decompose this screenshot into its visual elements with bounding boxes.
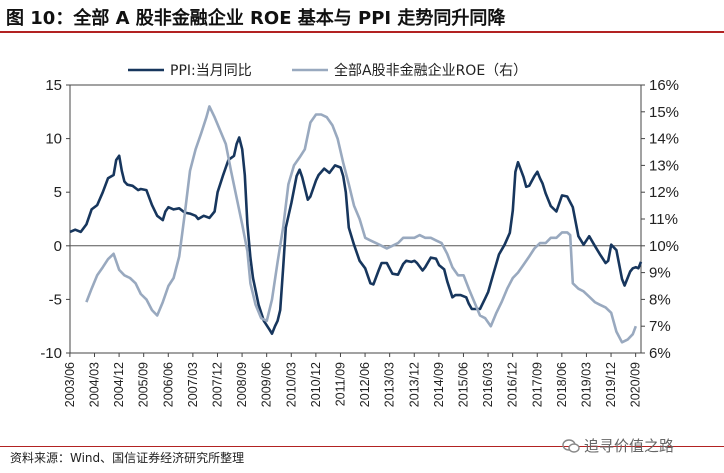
legend-label-2: 全部A股非金融企业ROE（右） — [334, 62, 527, 79]
x-tick-label: 2018/06 — [555, 362, 569, 407]
x-tick-label: 2004/12 — [112, 362, 126, 407]
right-tick-label: 14% — [649, 131, 679, 148]
right-tick-label: 11% — [649, 211, 678, 228]
title-divider — [0, 31, 724, 33]
right-tick-label: 13% — [649, 157, 679, 174]
right-tick-label: 16% — [649, 77, 679, 94]
x-tick-label: 2008/09 — [235, 362, 249, 407]
right-tick-label: 7% — [649, 318, 671, 335]
x-tick-label: 2011/09 — [333, 362, 347, 406]
left-tick-label: 15 — [45, 77, 62, 94]
ppi-line — [69, 136, 643, 335]
x-tick-label: 2009/06 — [260, 362, 274, 407]
right-tick-label: 8% — [649, 291, 671, 308]
x-tick-label: 2019/12 — [604, 362, 618, 407]
x-tick-label: 2007/12 — [210, 362, 224, 407]
chart-title: 图 10：全部 A 股非金融企业 ROE 基本与 PPI 走势同升同降 — [6, 8, 506, 29]
x-tick-label: 2010/12 — [309, 362, 323, 407]
watermark-text: 追寻价值之路 — [584, 437, 675, 455]
right-tick-label: 6% — [649, 345, 671, 362]
watermark: 追寻价值之路 — [562, 435, 674, 456]
left-tick-label: -5 — [49, 291, 62, 308]
right-tick-label: 15% — [649, 104, 679, 121]
left-tick-label: 5 — [54, 184, 62, 201]
left-tick-label: 0 — [54, 238, 62, 255]
left-tick-label: 10 — [45, 131, 62, 148]
x-tick-label: 2016/12 — [506, 362, 520, 407]
x-tick-label: 2007/03 — [186, 362, 200, 407]
x-tick-label: 2016/03 — [481, 362, 495, 407]
x-tick-label: 2019/03 — [579, 362, 593, 407]
x-tick-label: 2015/06 — [456, 362, 470, 407]
x-tick-label: 2012/06 — [358, 362, 372, 407]
x-tick-label: 2003/06 — [63, 362, 77, 407]
legend-label-1: PPI:当月同比 — [170, 63, 252, 79]
source-divider — [0, 446, 724, 447]
x-tick-label: 2013/12 — [407, 362, 421, 407]
x-tick-label: 2005/09 — [137, 362, 151, 407]
roe-line — [85, 105, 638, 344]
wechat-icon — [562, 439, 580, 453]
right-tick-label: 12% — [649, 184, 679, 201]
right-tick-label: 10% — [649, 238, 679, 255]
x-tick-label: 2020/09 — [629, 362, 643, 407]
x-tick-label: 2014/09 — [432, 362, 446, 407]
x-tick-label: 2017/09 — [530, 362, 544, 407]
x-tick-label: 2013/03 — [383, 362, 397, 407]
source-note: 资料来源：Wind、国信证券经济研究所整理 — [10, 451, 245, 465]
x-tick-label: 2006/06 — [161, 362, 175, 407]
x-tick-label: 2010/03 — [284, 362, 298, 407]
left-tick-label: -10 — [40, 345, 62, 362]
x-tick-label: 2004/03 — [87, 362, 101, 407]
chart-area: 15 10 5 0 -5 -10 16% 15% 14% 13% 12% 11% 10% 9% 8% 7% 6… — [40, 62, 679, 407]
right-tick-label: 9% — [649, 265, 671, 282]
